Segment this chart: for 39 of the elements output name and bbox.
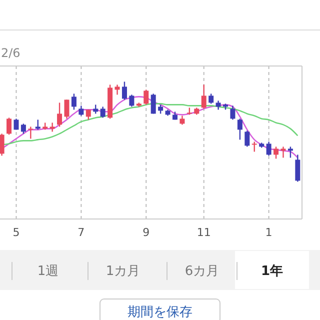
candlestick <box>57 102 62 128</box>
candlestick <box>6 117 12 136</box>
candlestick <box>28 126 34 140</box>
candlestick <box>144 89 149 106</box>
x-tick-label: 1 <box>265 226 272 239</box>
candlestick <box>50 122 55 132</box>
candlestick <box>288 146 293 158</box>
candlestick <box>201 84 206 110</box>
candlestick <box>280 146 286 158</box>
candlestick <box>100 106 106 118</box>
candlestick <box>237 118 242 140</box>
candlestick <box>295 154 300 182</box>
candlestick <box>252 141 257 152</box>
text: 6カ月 <box>184 264 220 279</box>
candlestick <box>20 123 26 134</box>
candlestick <box>150 93 156 114</box>
candlestick <box>266 141 272 156</box>
text: 1カ月 <box>106 264 140 279</box>
x-tick-label: 11 <box>196 226 211 239</box>
text: 1週 <box>37 264 59 279</box>
candlestick <box>71 93 76 110</box>
text: 期間を保存 <box>128 305 192 320</box>
candlestick <box>208 93 214 104</box>
candlestick <box>274 146 279 160</box>
text: 1年 <box>260 264 284 279</box>
candlestick <box>129 94 134 108</box>
candlestick <box>86 109 91 120</box>
candlestick <box>122 81 127 100</box>
candlestick <box>35 119 40 130</box>
candlestick <box>244 130 250 148</box>
candlestick <box>0 133 4 156</box>
x-tick-label: 5 <box>12 226 20 239</box>
x-tick-label: 9 <box>142 226 150 239</box>
text: 2/6 <box>1 46 20 60</box>
candlestick <box>78 105 84 116</box>
candlestick <box>114 84 120 96</box>
candlestick <box>230 105 236 120</box>
x-tick-label: 7 <box>78 226 85 239</box>
candlestick <box>64 99 70 120</box>
